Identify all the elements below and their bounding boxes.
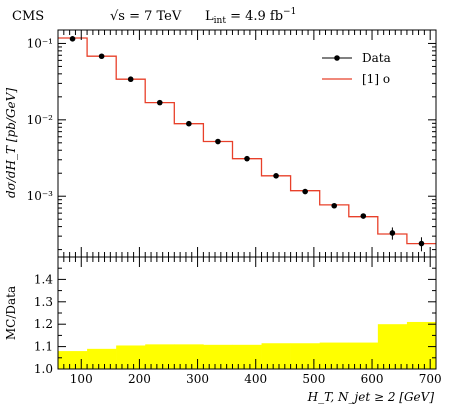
ratio-band-bin <box>319 342 350 369</box>
ratio-marks <box>58 321 437 369</box>
ratio-y-tick-label: 1.1 <box>34 340 53 354</box>
data-point <box>418 240 425 247</box>
ratio-band-bin <box>116 345 146 369</box>
ratio-y-tick-label: 1.3 <box>34 295 53 309</box>
ratio-y-tick-label: 1.4 <box>34 272 53 286</box>
ratio-band-bin <box>58 351 88 369</box>
y-tick-label: 10⁻¹ <box>27 36 53 50</box>
data-point <box>156 99 163 106</box>
ratio-panel: 1.0 1.1 1.2 1.3 1.4 100 200 300 400 500 600 700 MC… <box>4 256 442 404</box>
legend: Data [1] o <box>322 51 391 86</box>
data-point <box>331 202 338 209</box>
ratio-band-bin <box>290 343 320 369</box>
main-marks <box>58 36 436 252</box>
ratio-y-tick-label: 1.0 <box>34 362 53 376</box>
main-panel: 10⁻¹ 10⁻² 10⁻³ dσ/dH_T [pb/GeV] Data [1] o <box>4 29 437 258</box>
ratio-band-bin <box>203 344 233 369</box>
x-tick-label: 200 <box>128 372 151 386</box>
energy-label: √s = 7 TeV <box>110 9 182 24</box>
experiment-label: CMS <box>12 9 44 24</box>
ratio-band-bin <box>377 324 408 369</box>
ratio-y-ticks: 1.0 1.1 1.2 1.3 1.4 <box>34 256 436 376</box>
ratio-band-bin <box>261 343 291 369</box>
main-x-ticks <box>57 30 437 257</box>
x-tick-label: 100 <box>70 372 93 386</box>
ratio-band-bin <box>174 344 204 369</box>
ratio-band-bin <box>145 344 175 369</box>
x-tick-label: 400 <box>244 372 267 386</box>
data-point <box>215 138 221 145</box>
data-point <box>186 120 192 127</box>
data-point <box>389 230 396 236</box>
ratio-band-bin <box>232 344 262 369</box>
data-point <box>302 188 308 195</box>
x-axis-label: H_T, N_jet ≥ 2 [GeV] <box>307 390 435 404</box>
ratio-y-tick-label: 1.2 <box>34 317 53 331</box>
x-tick-label: 500 <box>302 372 325 386</box>
data-point <box>360 213 367 219</box>
legend-mc-label: [1] o <box>362 72 390 86</box>
data-point <box>244 155 250 162</box>
data-point <box>69 36 76 42</box>
ratio-x-ticks: 100 200 300 400 500 600 700 <box>57 257 442 386</box>
main-y-axis-label: dσ/dH_T [pb/GeV] <box>4 88 18 198</box>
x-tick-label: 600 <box>361 372 384 386</box>
main-y-ticks: 10⁻¹ 10⁻² 10⁻³ <box>27 36 436 251</box>
ratio-band-bin <box>348 342 379 369</box>
ratio-band-bin <box>87 348 117 369</box>
data-point <box>273 173 279 179</box>
data-point <box>127 76 134 83</box>
legend-data-label: Data <box>362 51 391 65</box>
ratio-y-axis-label: MC/Data <box>4 286 18 340</box>
y-tick-label: 10⁻³ <box>27 189 54 203</box>
y-tick-label: 10⁻² <box>27 113 54 127</box>
ratio-band-bin <box>406 321 437 369</box>
x-tick-label: 300 <box>186 372 209 386</box>
mc-step-line <box>58 37 436 245</box>
legend-data-marker <box>334 55 340 61</box>
x-tick-label: 700 <box>419 372 442 386</box>
data-point <box>98 53 105 60</box>
lumi-label: Lint = 4.9 fb−1 <box>205 7 296 26</box>
